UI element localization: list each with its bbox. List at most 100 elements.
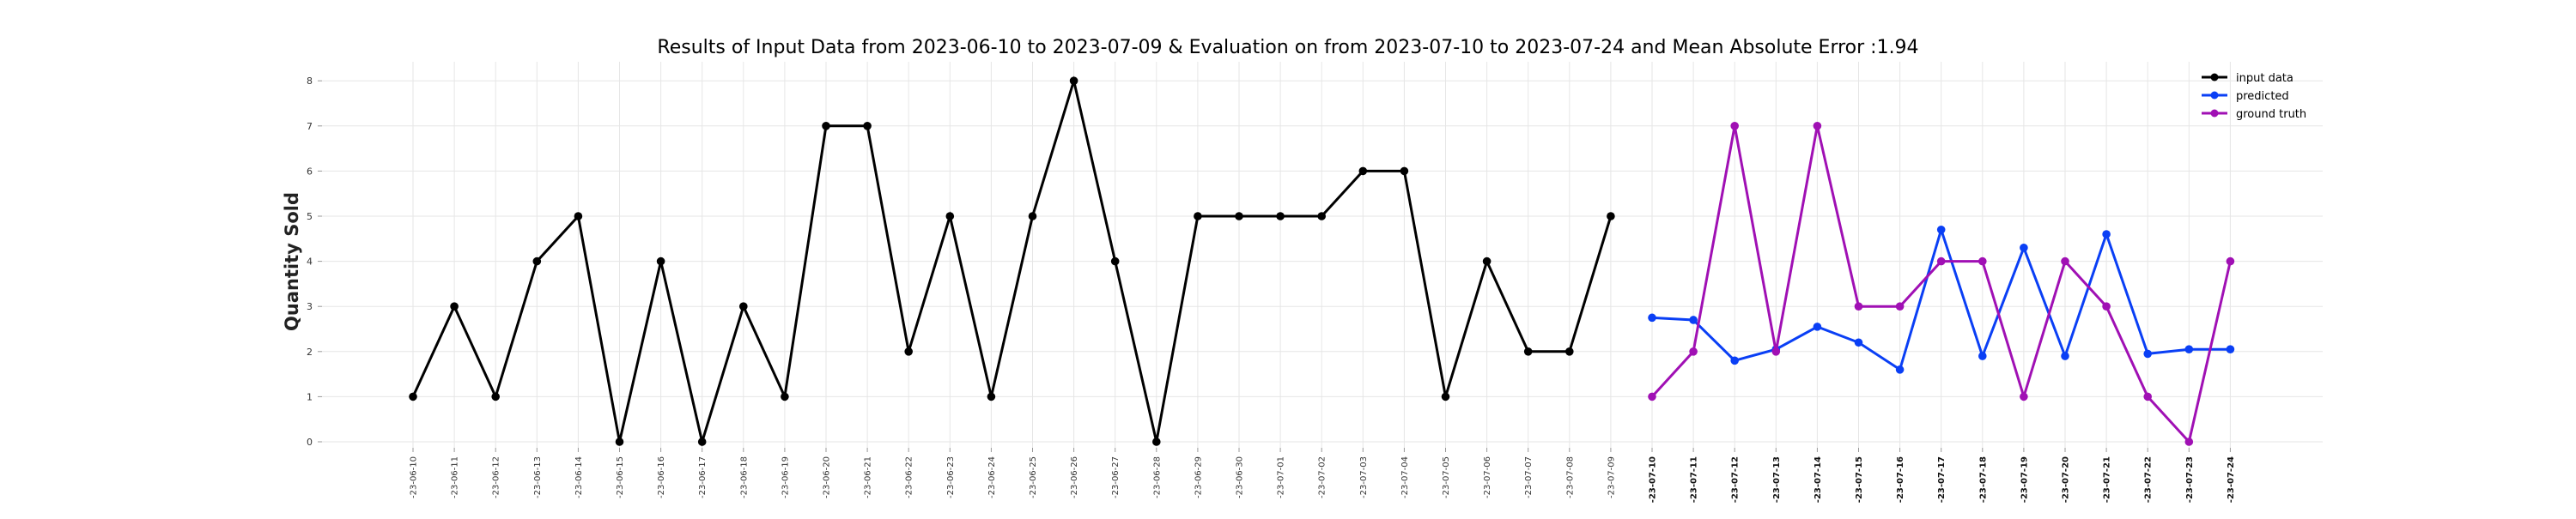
data-point-predicted bbox=[1689, 316, 1698, 324]
x-tick-label: -23-06-21 bbox=[864, 456, 873, 498]
data-point-predicted bbox=[2184, 345, 2194, 353]
x-tick-label: -23-06-10 bbox=[410, 456, 419, 498]
y-axis-label: Quantity Sold bbox=[282, 192, 302, 331]
legend-marker-ground-truth bbox=[2210, 109, 2219, 118]
y-tick-label: 7 bbox=[307, 121, 313, 132]
x-tick-label: -23-06-28 bbox=[1152, 456, 1162, 498]
data-point-input-data bbox=[574, 212, 583, 220]
x-tick-label: -23-06-19 bbox=[781, 456, 790, 498]
data-point-input-data bbox=[1110, 256, 1120, 266]
data-point-predicted bbox=[2020, 244, 2028, 252]
x-tick-label: -23-07-10 bbox=[1649, 456, 1658, 503]
x-tick-label: -23-06-18 bbox=[739, 456, 749, 498]
x-tick-label: -23-07-13 bbox=[1772, 456, 1782, 503]
x-tick-label: -23-07-24 bbox=[2227, 456, 2236, 503]
x-tick-label: -23-06-30 bbox=[1236, 456, 1245, 498]
x-tick-label: -23-07-08 bbox=[1565, 456, 1575, 498]
data-point-input-data bbox=[491, 392, 500, 401]
data-point-input-data bbox=[1482, 256, 1492, 266]
x-tick-label: -23-06-23 bbox=[946, 456, 956, 498]
data-point-ground-truth bbox=[1771, 347, 1781, 356]
y-tick-label: 1 bbox=[307, 391, 313, 402]
x-tick-label: -23-06-24 bbox=[987, 456, 997, 498]
x-tick-label: -23-07-09 bbox=[1607, 456, 1616, 498]
x-tick-label: -23-07-17 bbox=[1937, 456, 1947, 503]
data-point-input-data bbox=[1069, 76, 1078, 85]
y-axis-ticks: 0 1 2 3 4 5 6 7 8 bbox=[307, 75, 322, 448]
x-tick-label: -23-07-04 bbox=[1400, 456, 1410, 498]
data-point-input-data bbox=[1276, 212, 1285, 220]
data-point-input-data bbox=[450, 302, 459, 311]
data-point-ground-truth bbox=[2102, 302, 2111, 311]
x-tick-label: -23-07-14 bbox=[1814, 456, 1823, 503]
y-tick-label: 8 bbox=[307, 75, 313, 87]
y-tick-label: 6 bbox=[307, 166, 313, 177]
legend-label-predicted: predicted bbox=[2236, 90, 2289, 103]
x-tick-label: -23-07-23 bbox=[2185, 456, 2195, 503]
data-point-input-data bbox=[987, 392, 996, 401]
data-point-input-data bbox=[532, 256, 542, 266]
data-point-predicted bbox=[1895, 365, 1905, 374]
x-tick-label: -23-06-12 bbox=[492, 456, 501, 498]
data-point-input-data bbox=[945, 212, 955, 220]
legend-label-input-data: input data bbox=[2236, 72, 2293, 85]
x-tick-label: -23-07-12 bbox=[1731, 456, 1741, 503]
data-point-predicted bbox=[2226, 345, 2235, 353]
data-point-input-data bbox=[1194, 212, 1202, 220]
x-tick-label: -23-06-25 bbox=[1029, 456, 1038, 498]
data-point-input-data bbox=[1607, 212, 1615, 220]
data-point-input-data bbox=[1317, 212, 1326, 220]
data-point-ground-truth bbox=[1854, 302, 1863, 311]
data-point-ground-truth bbox=[2061, 256, 2069, 266]
x-tick-label: -23-07-11 bbox=[1690, 456, 1699, 503]
data-point-predicted bbox=[1854, 338, 1863, 347]
data-point-ground-truth bbox=[1813, 122, 1822, 130]
x-tick-label: -23-07-16 bbox=[1896, 456, 1905, 503]
data-point-predicted bbox=[1730, 356, 1739, 365]
data-point-predicted bbox=[2061, 352, 2069, 360]
x-tick-label: -23-06-22 bbox=[905, 456, 914, 498]
x-tick-label: -23-07-19 bbox=[2020, 456, 2029, 503]
x-tick-label: -23-07-22 bbox=[2144, 456, 2154, 503]
x-tick-label: -23-07-21 bbox=[2103, 456, 2112, 503]
x-tick-label: -23-07-05 bbox=[1442, 456, 1451, 498]
chart-title: Results of Input Data from 2023-06-10 to… bbox=[657, 37, 1918, 58]
data-point-input-data bbox=[863, 122, 872, 130]
data-point-input-data bbox=[656, 256, 665, 266]
data-point-input-data bbox=[1441, 392, 1450, 401]
data-point-input-data bbox=[822, 122, 830, 130]
data-point-ground-truth bbox=[1895, 302, 1905, 311]
x-tick-label: -23-06-11 bbox=[451, 456, 460, 498]
data-point-ground-truth bbox=[1936, 256, 1946, 266]
data-point-input-data bbox=[1565, 347, 1574, 356]
legend-label-ground-truth: ground truth bbox=[2236, 108, 2306, 121]
legend-marker-input-data bbox=[2210, 73, 2219, 81]
data-point-input-data bbox=[1028, 212, 1037, 220]
x-tick-label: -23-07-20 bbox=[2062, 456, 2071, 503]
x-tick-label: -23-07-06 bbox=[1483, 456, 1492, 498]
x-tick-label: -23-06-16 bbox=[657, 456, 666, 498]
x-tick-label: -23-07-01 bbox=[1277, 456, 1286, 498]
data-point-predicted bbox=[1813, 323, 1822, 331]
x-tick-label: -23-07-03 bbox=[1359, 456, 1369, 498]
y-tick-label: 3 bbox=[307, 301, 313, 312]
data-point-predicted bbox=[2143, 349, 2152, 359]
series-layer bbox=[409, 75, 2235, 447]
data-point-input-data bbox=[904, 347, 913, 356]
x-tick-label: -23-06-26 bbox=[1070, 456, 1079, 498]
data-point-input-data bbox=[409, 392, 417, 401]
series-line-input-data bbox=[411, 75, 1613, 447]
x-tick-label: -23-07-02 bbox=[1318, 456, 1327, 498]
legend: input data predicted ground truth bbox=[2202, 72, 2306, 121]
data-point-predicted bbox=[1978, 352, 1987, 360]
data-point-ground-truth bbox=[2184, 438, 2194, 446]
data-point-input-data bbox=[1235, 212, 1243, 220]
data-point-input-data bbox=[781, 392, 789, 401]
data-point-ground-truth bbox=[2226, 256, 2235, 266]
data-point-predicted bbox=[1936, 225, 1946, 234]
y-tick-label: 4 bbox=[307, 256, 313, 268]
data-point-input-data bbox=[1358, 166, 1368, 176]
y-tick-label: 0 bbox=[307, 437, 313, 448]
